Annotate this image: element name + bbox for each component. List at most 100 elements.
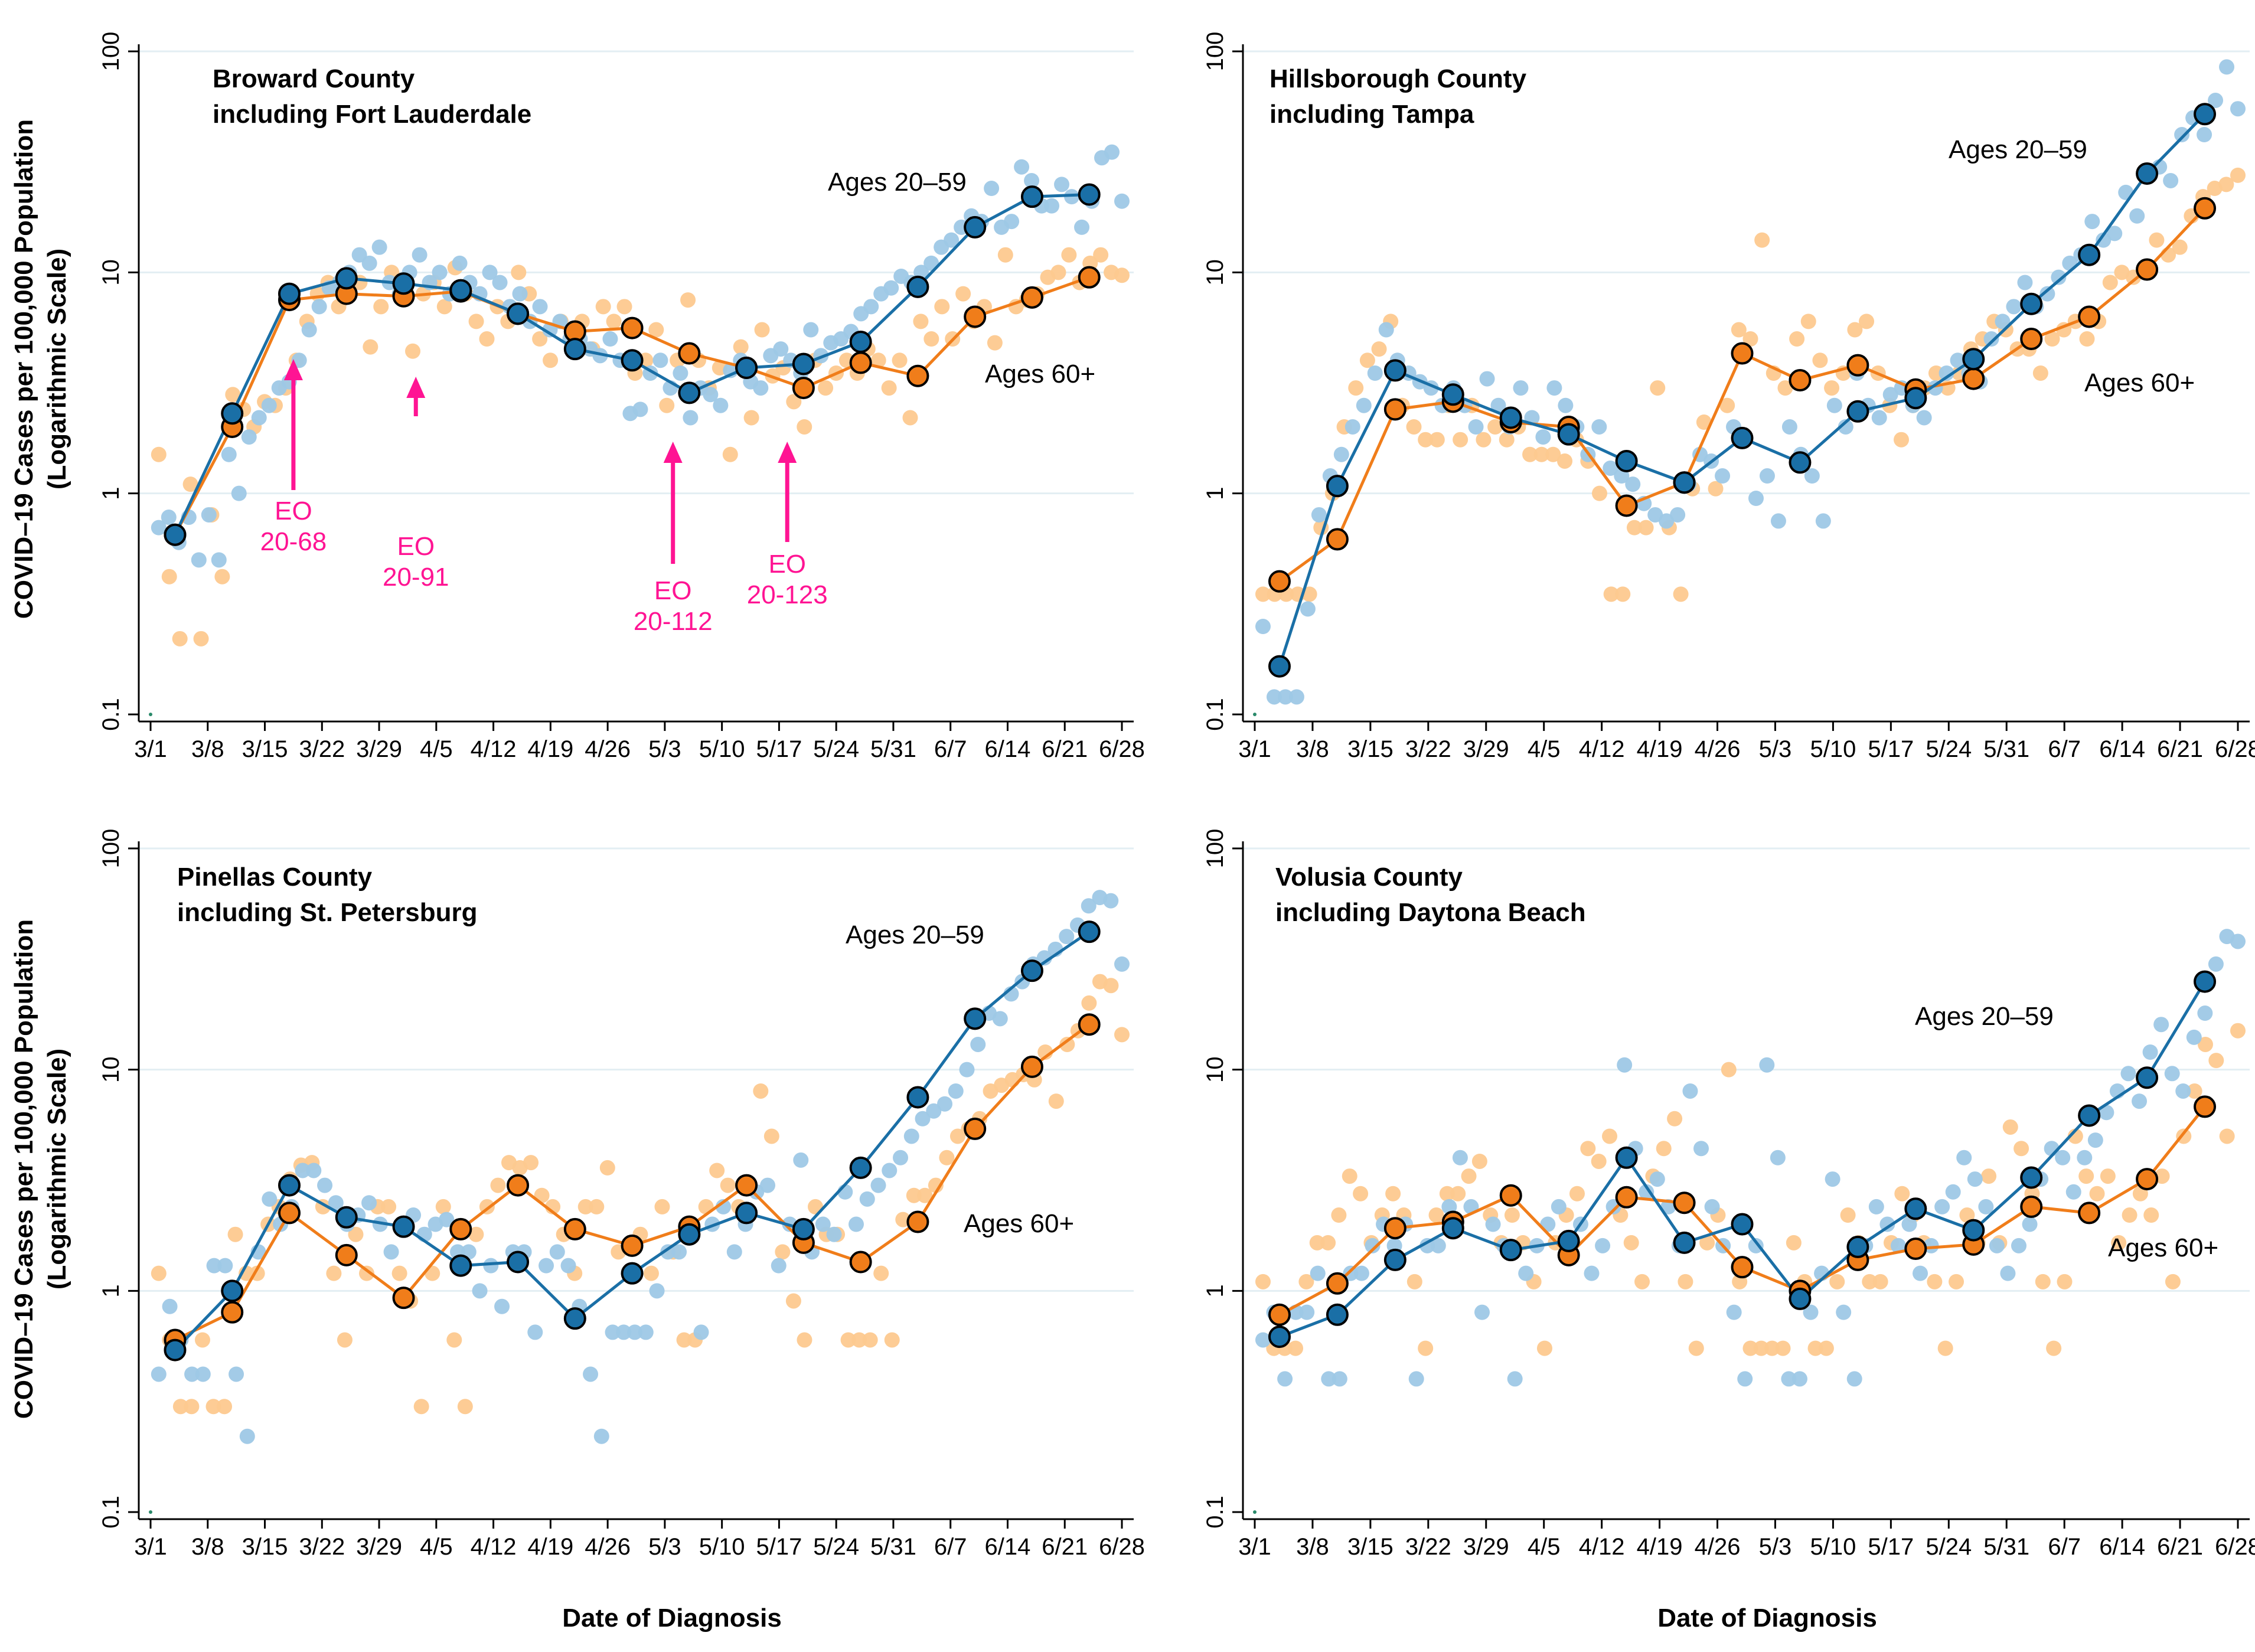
weekly-marker bbox=[735, 1174, 758, 1197]
annotation-label-line1: EO bbox=[768, 550, 806, 579]
daily-point bbox=[2096, 232, 2112, 248]
x-axis-title-right: Date of Diagnosis bbox=[1657, 1604, 1877, 1633]
daily-point bbox=[906, 1187, 922, 1203]
daily-point bbox=[1715, 468, 1731, 484]
y-axis-title-bottom-line1: COVID–19 Cases per 100,000 Population bbox=[9, 919, 38, 1419]
y-tick-label: 0.1 bbox=[1202, 698, 1228, 731]
daily-point bbox=[383, 1244, 399, 1260]
daily-point bbox=[923, 331, 939, 347]
daily-point bbox=[1359, 352, 1375, 368]
daily-point bbox=[1959, 1207, 1975, 1223]
panels: 0.1 1 10 100 3/1 3/8 3/15 3/22 3/29 4/5 4/12 4/19 4/… bbox=[98, 32, 2255, 1560]
daily-point bbox=[1731, 322, 1747, 338]
x-axis-title-left: Date of Diagnosis bbox=[562, 1604, 782, 1633]
daily-point bbox=[1309, 1235, 1325, 1251]
x-tick-label: 4/5 bbox=[420, 736, 453, 762]
daily-point bbox=[1104, 144, 1120, 160]
daily-point bbox=[1356, 397, 1372, 413]
annotation-label-line1: EO bbox=[275, 497, 312, 525]
y-tick-label: 10 bbox=[1202, 1056, 1228, 1083]
daily-point bbox=[2114, 265, 2130, 280]
weekly-marker bbox=[2078, 243, 2101, 266]
y-tick-label: 0.1 bbox=[98, 1496, 124, 1529]
daily-point bbox=[1894, 432, 1910, 448]
daily-point bbox=[1836, 1304, 1852, 1320]
x-tick-label: 4/12 bbox=[471, 1534, 517, 1560]
y-tick-label: 1 bbox=[98, 487, 124, 500]
weekly-marker bbox=[1962, 367, 1985, 390]
weekly-marker bbox=[792, 352, 815, 376]
x-tick-label: 3/8 bbox=[1296, 736, 1329, 762]
annotation-label-line2: 20-91 bbox=[383, 563, 449, 592]
daily-point bbox=[2230, 167, 2246, 183]
weekly-marker bbox=[1846, 1235, 1869, 1258]
x-tick-label: 5/3 bbox=[1759, 1534, 1792, 1560]
weekly-marker bbox=[1615, 1186, 1638, 1209]
annotation-label-line1: EO bbox=[397, 532, 435, 561]
daily-point bbox=[926, 1103, 942, 1119]
daily-point bbox=[2013, 1141, 2029, 1157]
daily-point bbox=[1513, 380, 1529, 396]
x-tick-label: 3/15 bbox=[242, 736, 288, 762]
daily-point bbox=[2077, 1150, 2093, 1165]
weekly-marker bbox=[1731, 1213, 1754, 1236]
y-tick-label: 1 bbox=[1202, 487, 1228, 500]
daily-point bbox=[227, 1226, 243, 1242]
x-tick-label: 5/31 bbox=[870, 1534, 916, 1560]
daily-point bbox=[1580, 1141, 1596, 1157]
daily-point bbox=[511, 265, 527, 280]
daily-point bbox=[680, 292, 696, 308]
daily-point bbox=[413, 1399, 429, 1415]
x-tick-label: 5/31 bbox=[1983, 736, 2029, 762]
daily-point bbox=[1024, 172, 1040, 188]
daily-point bbox=[2149, 232, 2165, 248]
x-tick-label: 4/26 bbox=[585, 1534, 631, 1560]
daily-point bbox=[599, 1160, 615, 1176]
daily-point bbox=[1331, 1207, 1347, 1223]
daily-point bbox=[939, 1150, 955, 1165]
panel-title-line2: including Tampa bbox=[1270, 100, 1474, 129]
daily-point bbox=[883, 280, 899, 296]
daily-point bbox=[743, 410, 759, 426]
daily-point bbox=[446, 1332, 462, 1348]
daily-point bbox=[944, 232, 960, 248]
daily-point bbox=[1786, 1235, 1802, 1251]
daily-point bbox=[172, 631, 188, 647]
daily-point bbox=[1114, 193, 1130, 209]
series-label-ages-20-59: Ages 20–59 bbox=[828, 168, 967, 197]
daily-point bbox=[720, 1177, 736, 1193]
annotation-label-line2: 20-68 bbox=[260, 527, 327, 556]
daily-point bbox=[435, 1199, 451, 1214]
weekly-marker bbox=[507, 302, 530, 325]
annotation-arrow-head bbox=[778, 442, 797, 463]
y-tick-label: 10 bbox=[98, 259, 124, 286]
daily-point bbox=[543, 352, 559, 368]
x-tick-label: 3/1 bbox=[134, 736, 167, 762]
weekly-marker bbox=[849, 1251, 872, 1274]
daily-point bbox=[984, 181, 1000, 197]
y-tick-label: 1 bbox=[98, 1284, 124, 1297]
x-tick-label: 5/17 bbox=[1868, 1534, 1914, 1560]
daily-point bbox=[162, 1298, 178, 1314]
y-tick-label: 100 bbox=[98, 829, 124, 869]
daily-point bbox=[1995, 314, 2011, 329]
daily-point bbox=[405, 343, 421, 359]
weekly-markers-ages-20-59 bbox=[164, 920, 1101, 1362]
y-axis-title-bottom-line2: (Logarithmic Scale) bbox=[43, 1049, 71, 1289]
daily-point bbox=[262, 1191, 278, 1207]
daily-point bbox=[195, 1366, 211, 1382]
daily-point bbox=[1288, 1340, 1304, 1356]
daily-point bbox=[391, 1265, 407, 1281]
x-tick-label: 3/1 bbox=[134, 1534, 167, 1560]
daily-point bbox=[205, 1399, 221, 1415]
weekly-marker bbox=[1020, 286, 1043, 309]
daily-point bbox=[311, 299, 327, 315]
weekly-marker bbox=[1326, 528, 1349, 551]
daily-point bbox=[1298, 1274, 1314, 1289]
y-tick-label: 100 bbox=[1202, 829, 1228, 869]
weekly-marker bbox=[1557, 423, 1580, 446]
y-axis-title-bottom: COVID–19 Cases per 100,000 Population (L… bbox=[9, 919, 71, 1419]
daily-point bbox=[1923, 1238, 1939, 1253]
daily-point bbox=[479, 331, 495, 347]
daily-point bbox=[1623, 1235, 1639, 1251]
